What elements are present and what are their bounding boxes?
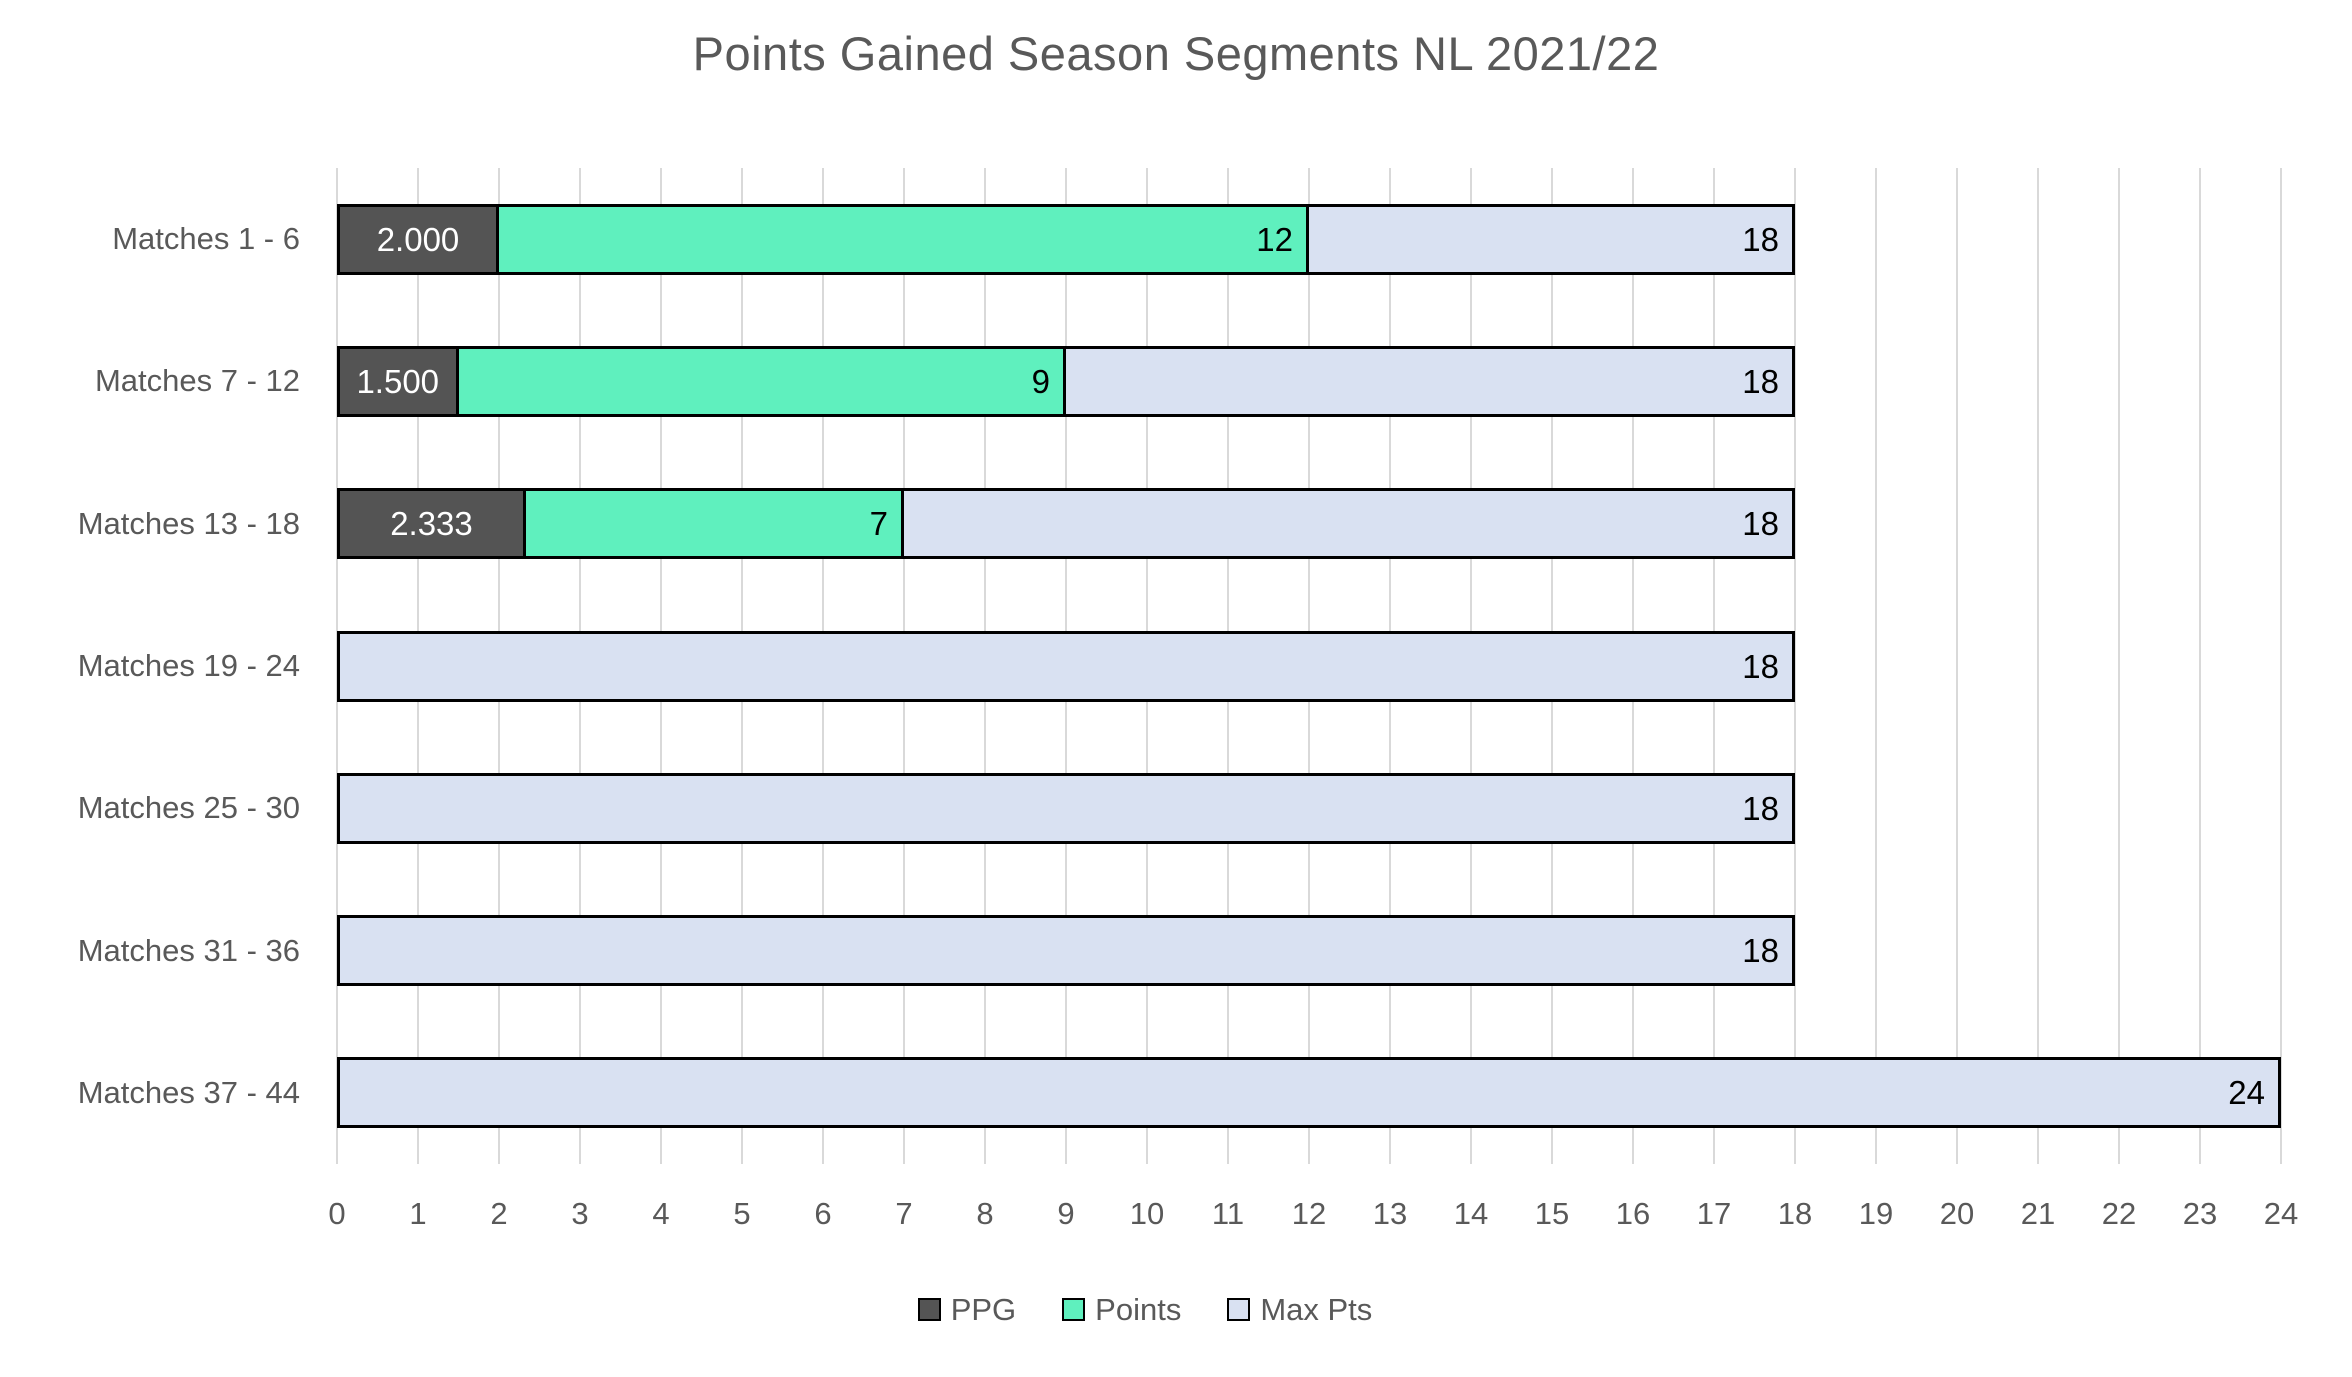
x-tick-label: 21	[2020, 1196, 2056, 1231]
legend-swatch-points	[1062, 1298, 1086, 1321]
x-tick-label: 16	[1615, 1196, 1651, 1231]
x-tick-label: 9	[1057, 1196, 1075, 1231]
legend-label: Points	[1095, 1292, 1182, 1327]
bar-points: 12	[337, 203, 1309, 275]
gridline	[2199, 168, 2201, 1164]
plot-area: 18 12 2.000 18 9 1.500 18 7 2.333 18 18 18 24	[336, 168, 2282, 1164]
x-tick-label: 10	[1129, 1196, 1165, 1231]
legend-swatch-max-pts	[1227, 1298, 1251, 1321]
bar-value-label: 7	[869, 505, 888, 543]
x-tick-label: 3	[571, 1196, 589, 1231]
bar-value-label: 18	[1742, 220, 1779, 258]
legend-item-points: Points	[1062, 1294, 1181, 1325]
x-tick-label: 0	[328, 1196, 346, 1231]
x-tick-label: 23	[2182, 1196, 2218, 1231]
gridline	[2280, 168, 2282, 1164]
legend-label: PPG	[950, 1292, 1017, 1327]
chart-title: Points Gained Season Segments NL 2021/22	[692, 27, 1660, 80]
x-tick-label: 18	[1777, 1196, 1813, 1231]
gridline	[1956, 168, 1958, 1164]
legend-item-ppg: PPG	[917, 1292, 1017, 1327]
legend-item-max-pts: Max Pts	[1227, 1294, 1372, 1325]
bar-value-label: 2.000	[376, 220, 460, 258]
bar-max-pts: 18	[337, 630, 1795, 702]
x-tick-label: 7	[895, 1196, 913, 1231]
bar-max-pts: 18	[337, 772, 1795, 844]
bar-value-label: 18	[1742, 789, 1779, 827]
gridline	[1875, 168, 1877, 1164]
bar-max-pts: 24	[337, 1057, 2281, 1129]
x-tick-label: 8	[976, 1196, 994, 1231]
bar-ppg: 2.333	[337, 488, 526, 560]
x-tick-label: 19	[1858, 1196, 1894, 1231]
x-tick-label: 17	[1696, 1196, 1732, 1231]
bar-ppg: 2.000	[337, 203, 499, 275]
x-tick-label: 22	[2101, 1196, 2137, 1231]
x-tick-label: 5	[733, 1196, 751, 1231]
x-tick-label: 6	[814, 1196, 832, 1231]
x-tick-label: 24	[2263, 1196, 2299, 1231]
x-tick-label: 12	[1291, 1196, 1327, 1231]
legend: PPG Points Max Pts	[0, 1294, 2290, 1325]
bar-value-label: 18	[1742, 647, 1779, 685]
x-tick-label: 11	[1211, 1196, 1245, 1231]
bar-value-label: 18	[1742, 505, 1779, 543]
legend-swatch-ppg	[917, 1298, 941, 1321]
x-tick-label: 13	[1372, 1196, 1408, 1231]
x-tick-label: 14	[1453, 1196, 1489, 1231]
gridline	[1794, 168, 1796, 1164]
category-label: Matches 37 - 44	[77, 1074, 300, 1110]
bar-max-pts: 18	[337, 915, 1795, 987]
x-tick-label: 20	[1939, 1196, 1975, 1231]
gridline	[2037, 168, 2039, 1164]
x-tick-label: 4	[652, 1196, 670, 1231]
category-label: Matches 13 - 18	[77, 505, 300, 541]
bar-points: 9	[337, 345, 1066, 417]
legend-label: Max Pts	[1260, 1292, 1373, 1327]
x-tick-label: 15	[1534, 1196, 1570, 1231]
bar-value-label: 9	[1031, 362, 1050, 400]
category-label: Matches 25 - 30	[77, 790, 300, 826]
bar-value-label: 18	[1742, 362, 1779, 400]
bar-ppg: 1.500	[337, 345, 459, 417]
bar-value-label: 12	[1256, 220, 1293, 258]
x-tick-label: 2	[490, 1196, 508, 1231]
category-label: Matches 1 - 6	[112, 221, 300, 257]
category-label: Matches 31 - 36	[77, 932, 300, 968]
category-label: Matches 19 - 24	[77, 648, 300, 683]
bar-value-label: 24	[2228, 1074, 2265, 1112]
bar-value-label: 1.500	[356, 362, 440, 400]
x-tick-label: 1	[409, 1196, 427, 1231]
gridline	[2118, 168, 2120, 1164]
bar-value-label: 2.333	[390, 505, 473, 543]
bar-value-label: 18	[1742, 932, 1779, 970]
category-label: Matches 7 - 12	[94, 363, 300, 399]
